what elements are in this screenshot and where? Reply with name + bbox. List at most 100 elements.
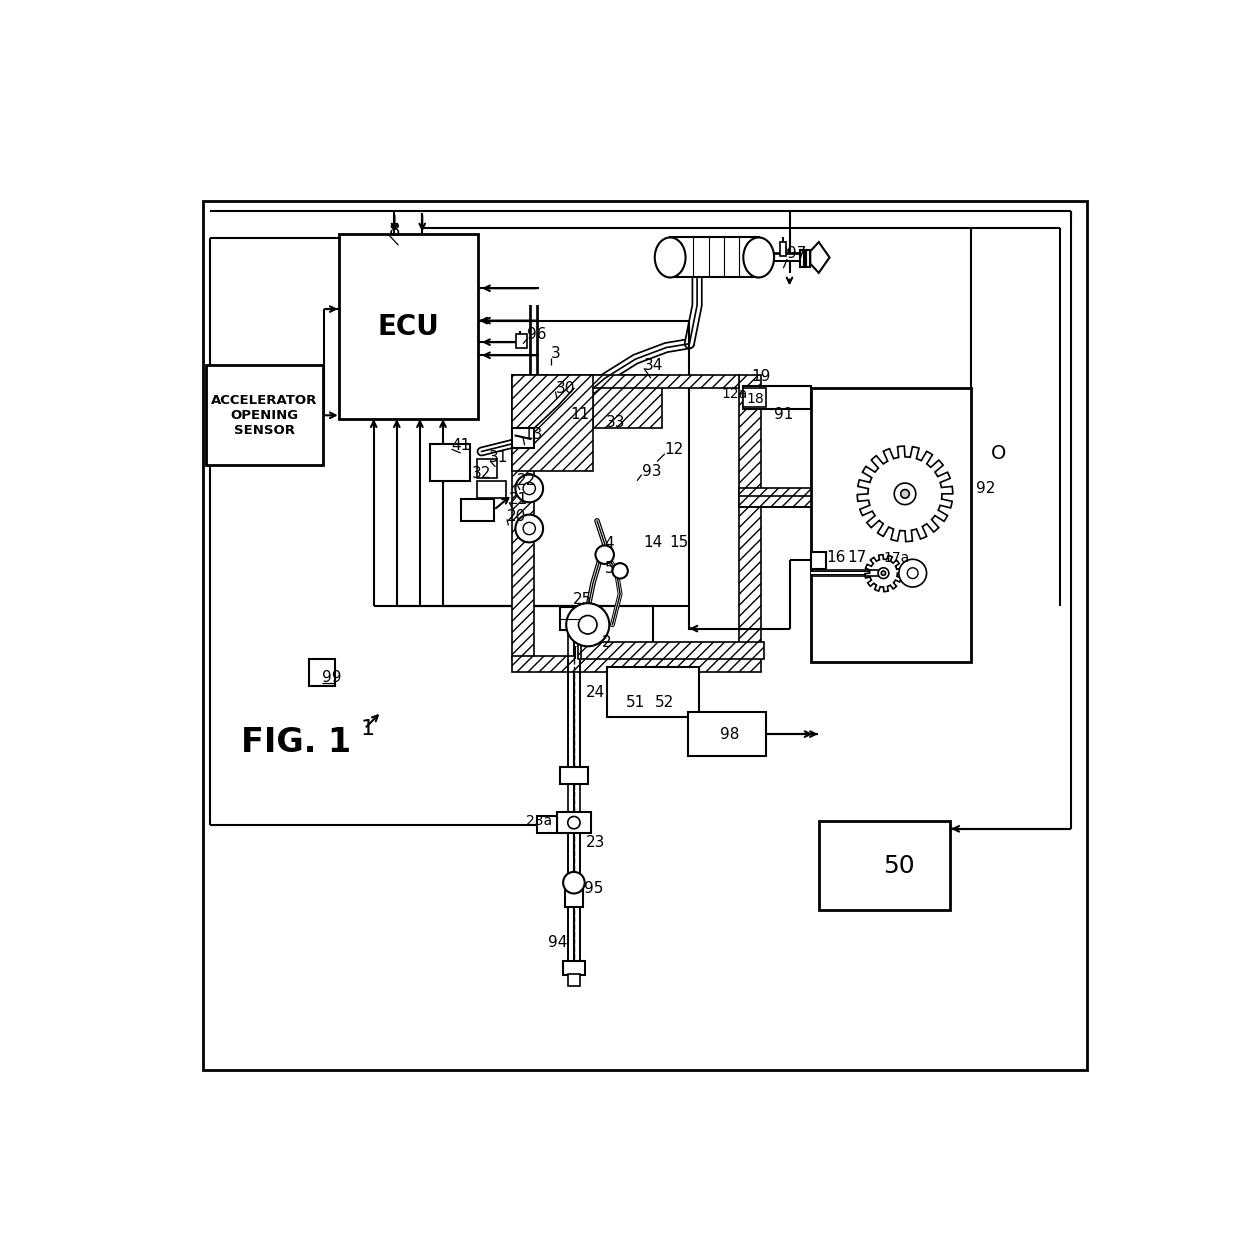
- Bar: [568, 974, 580, 985]
- Text: 91: 91: [774, 407, 794, 422]
- Text: 12: 12: [665, 442, 684, 457]
- Text: 8: 8: [388, 222, 399, 241]
- Bar: [564, 891, 583, 907]
- Ellipse shape: [579, 616, 596, 634]
- Bar: [516, 334, 527, 348]
- Bar: [557, 811, 590, 833]
- Ellipse shape: [568, 816, 580, 829]
- Text: O: O: [991, 444, 1007, 462]
- Polygon shape: [866, 554, 901, 592]
- Bar: [811, 552, 826, 568]
- Ellipse shape: [894, 483, 916, 504]
- Text: 96: 96: [527, 326, 547, 341]
- Text: 32: 32: [472, 465, 491, 480]
- Bar: [743, 388, 766, 407]
- Text: 23a: 23a: [526, 814, 552, 828]
- Bar: [512, 374, 593, 471]
- Text: 51: 51: [626, 696, 646, 711]
- Text: 95: 95: [584, 881, 604, 896]
- Ellipse shape: [563, 872, 585, 893]
- Bar: [206, 365, 322, 465]
- Bar: [203, 202, 1086, 1070]
- Text: 19: 19: [751, 368, 770, 383]
- Bar: [818, 822, 950, 910]
- Ellipse shape: [613, 563, 627, 578]
- Bar: [800, 249, 810, 267]
- Text: 41: 41: [451, 437, 471, 452]
- Text: 12a: 12a: [720, 387, 748, 401]
- Bar: [563, 961, 585, 975]
- Text: 92: 92: [976, 481, 996, 496]
- Bar: [534, 374, 739, 388]
- Bar: [743, 386, 811, 410]
- Bar: [739, 489, 811, 507]
- Text: 22: 22: [517, 474, 536, 489]
- Bar: [477, 481, 506, 498]
- Text: 2: 2: [601, 635, 611, 650]
- Bar: [593, 374, 662, 428]
- Ellipse shape: [899, 559, 926, 587]
- Ellipse shape: [900, 490, 909, 498]
- Bar: [339, 234, 477, 420]
- Bar: [512, 428, 534, 447]
- Bar: [608, 667, 699, 717]
- Bar: [537, 816, 557, 833]
- Text: 1: 1: [361, 718, 374, 738]
- Ellipse shape: [743, 237, 774, 277]
- Bar: [670, 237, 759, 277]
- Ellipse shape: [567, 604, 609, 646]
- Text: 52: 52: [655, 696, 675, 711]
- Text: FIG. 1: FIG. 1: [242, 726, 351, 759]
- Text: 97: 97: [787, 246, 806, 261]
- Polygon shape: [857, 446, 952, 542]
- Bar: [512, 655, 761, 673]
- Ellipse shape: [557, 815, 590, 830]
- Bar: [309, 659, 335, 685]
- Ellipse shape: [595, 546, 614, 564]
- Ellipse shape: [516, 514, 543, 542]
- Ellipse shape: [523, 523, 536, 534]
- Text: 15: 15: [670, 534, 688, 549]
- Text: 23: 23: [587, 835, 605, 850]
- Text: 30: 30: [556, 381, 575, 396]
- Text: 99: 99: [322, 670, 341, 685]
- Text: 18: 18: [746, 392, 764, 406]
- Text: ECU: ECU: [377, 312, 439, 340]
- Bar: [578, 643, 764, 659]
- Ellipse shape: [882, 571, 885, 576]
- Bar: [512, 374, 534, 659]
- Ellipse shape: [878, 568, 889, 578]
- Text: 20: 20: [507, 509, 526, 524]
- Text: 24: 24: [587, 685, 605, 701]
- Text: 5: 5: [605, 561, 614, 576]
- Text: 3: 3: [551, 346, 560, 362]
- Text: 16: 16: [826, 551, 846, 566]
- Text: 4: 4: [605, 537, 614, 552]
- Ellipse shape: [908, 568, 918, 578]
- Bar: [430, 444, 470, 481]
- Bar: [477, 459, 497, 478]
- Text: 94: 94: [548, 935, 567, 950]
- Text: 13: 13: [523, 427, 542, 442]
- Bar: [560, 607, 588, 630]
- Text: 31: 31: [490, 450, 508, 465]
- Ellipse shape: [516, 475, 543, 503]
- Bar: [811, 388, 971, 662]
- Bar: [461, 499, 494, 520]
- Text: 50: 50: [883, 854, 915, 878]
- Ellipse shape: [655, 237, 686, 277]
- Text: 11: 11: [570, 407, 589, 422]
- Text: 34: 34: [644, 358, 663, 373]
- Bar: [780, 242, 786, 256]
- Polygon shape: [810, 242, 830, 273]
- Text: 33: 33: [605, 415, 625, 430]
- Text: 14: 14: [644, 534, 662, 549]
- Ellipse shape: [523, 483, 536, 495]
- Text: 21: 21: [510, 491, 528, 507]
- Bar: [739, 374, 761, 659]
- Text: 25: 25: [573, 592, 593, 607]
- Bar: [560, 767, 588, 784]
- Text: 17a: 17a: [883, 551, 910, 564]
- Bar: [688, 712, 766, 756]
- Text: 93: 93: [641, 464, 661, 479]
